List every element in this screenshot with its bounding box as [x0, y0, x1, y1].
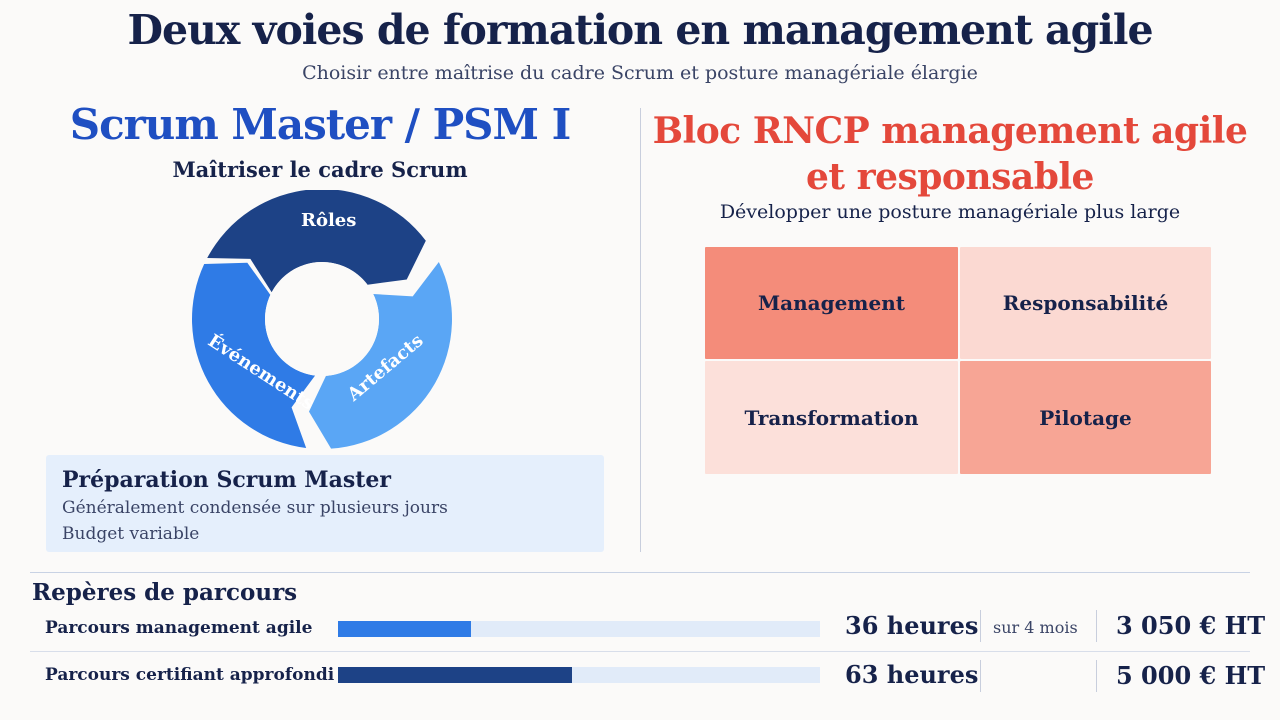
column-divider	[640, 108, 641, 552]
tile-responsabilite: Responsabilité	[960, 247, 1211, 359]
scrum-cycle-diagram: Rôles Artefacts Événements	[192, 190, 452, 449]
cycle-center	[265, 262, 379, 376]
hours-bar-track	[338, 621, 820, 637]
cycle-segment-evenements	[192, 262, 316, 449]
row-duration-management-agile: sur 4 mois	[993, 618, 1078, 637]
hours-bar-track	[338, 667, 820, 683]
column-separator	[1096, 610, 1097, 642]
section-divider	[30, 572, 1250, 573]
column-separator	[980, 660, 981, 692]
hours-bar-fill	[338, 621, 471, 637]
row-hours-management-agile: 36 heures	[845, 611, 979, 640]
tile-management: Management	[705, 247, 958, 359]
scrum-master-subtitle: Maîtriser le cadre Scrum	[172, 157, 468, 182]
benchmarks-title: Repères de parcours	[32, 579, 298, 606]
column-separator	[980, 610, 981, 642]
row-price-management-agile: 3 050 € HT	[1116, 611, 1266, 640]
cycle-segment-artefacts	[308, 262, 452, 449]
row-label-management-agile: Parcours management agile	[45, 618, 313, 638]
row-label-certifiant: Parcours certifiant approfondi	[45, 665, 335, 685]
prep-duration-note: Généralement condensée sur plusieurs jou…	[62, 498, 448, 518]
tile-pilotage: Pilotage	[960, 361, 1211, 474]
tile-transformation: Transformation	[705, 361, 958, 474]
page-subtitle: Choisir entre maîtrise du cadre Scrum et…	[302, 62, 978, 84]
prep-card: Préparation Scrum Master Généralement co…	[46, 455, 604, 552]
prep-title: Préparation Scrum Master	[62, 467, 392, 493]
rncp-subtitle: Développer une posture managériale plus …	[719, 201, 1181, 223]
scrum-master-title: Scrum Master / PSM I	[69, 100, 572, 149]
rncp-title-line2: et responsable	[806, 156, 1094, 198]
prep-budget-note: Budget variable	[62, 524, 200, 544]
cycle-segment-roles	[207, 190, 426, 293]
rncp-title-line1: Bloc RNCP management agile	[652, 110, 1248, 152]
page-title: Deux voies de formation en management ag…	[127, 6, 1153, 54]
hours-bar-fill	[338, 667, 572, 683]
rncp-title: Bloc RNCP management agile et responsabl…	[640, 108, 1260, 200]
cycle-label-roles: Rôles	[301, 210, 356, 231]
column-separator	[1096, 660, 1097, 692]
row-separator	[30, 651, 1250, 652]
row-hours-certifiant: 63 heures	[845, 660, 979, 689]
row-price-certifiant: 5 000 € HT	[1116, 661, 1266, 690]
